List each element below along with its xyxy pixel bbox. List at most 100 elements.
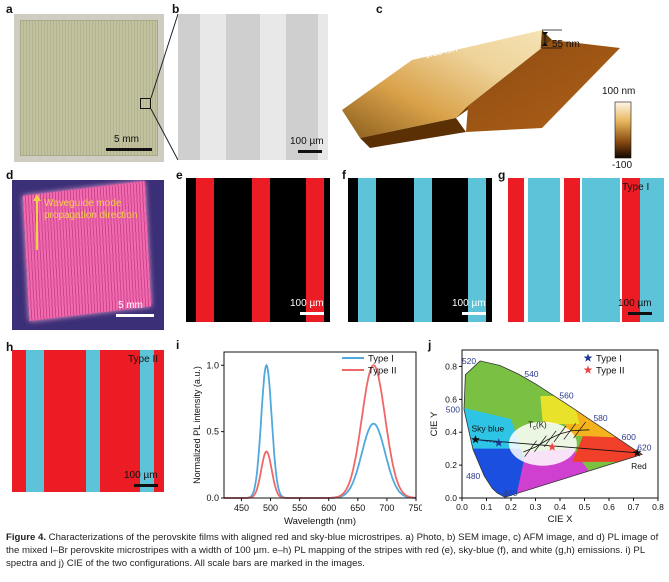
type-label-h: Type II	[128, 354, 159, 365]
x-tick-label: 650	[350, 503, 365, 513]
panel-label-e: e	[176, 168, 183, 182]
legend-star	[583, 365, 593, 374]
step-height-label: 55 nm	[552, 39, 580, 50]
type-label-g: Type I	[622, 182, 650, 193]
x-tick-label: 0.0	[456, 502, 468, 512]
series-line-type-ii	[224, 364, 416, 499]
x-tick-label: 450	[234, 503, 249, 513]
tie-line-type1	[475, 439, 499, 444]
wavelength-label: 540	[524, 369, 538, 379]
y-tick-label: 0.4	[445, 427, 457, 437]
legend-entry: Type I	[368, 354, 394, 365]
panel-label-b: b	[172, 2, 180, 16]
panel-c-afm: Roughness: 1.38 nm 55 nm 100 nm -100	[342, 29, 635, 170]
panel-label-a: a	[6, 2, 13, 16]
wavelength-label: 460	[503, 488, 517, 498]
panel-i-pl-spectra: 450 500 550 600 650 700 750 0.0 0.5 1.0 Wavelength…	[192, 351, 422, 527]
spectral-locus	[463, 360, 644, 498]
scale-bar-d	[116, 314, 154, 317]
x-tick-label: 0.6	[603, 502, 615, 512]
panel-j-cie: 0.0 0.1 0.2 0.3 0.4 0.5 0.6 0.7 0.8 0.0 0.2 0.4 0.6 0…	[429, 349, 664, 525]
scale-label-h: 100 µm	[124, 470, 158, 481]
scale-label-g: 100 µm	[618, 298, 652, 309]
x-axis-label: Wavelength (nm)	[284, 516, 356, 527]
cie-point-sky-blue	[471, 435, 480, 444]
arrow-text-2: propagation direction	[44, 210, 138, 221]
x-tick-label: 550	[292, 503, 307, 513]
scale-bar-f	[462, 312, 486, 315]
y-tick-label: 0.0	[206, 493, 219, 503]
panel-e-red-stripes: 100 µm	[186, 178, 330, 322]
panel-label-i: i	[176, 338, 180, 352]
panel-h-type2: Type II 100 µm	[12, 350, 164, 492]
wavelength-label: 500	[446, 405, 460, 415]
y-tick-label: 0.6	[445, 394, 457, 404]
afm-lower-plateau	[466, 40, 620, 132]
scale-label-d: 5 mm	[118, 300, 143, 311]
legend-entry: Type I	[596, 354, 622, 365]
panel-label-d: d	[6, 168, 14, 182]
zoom-box	[140, 98, 151, 109]
figure-caption: Figure 4. Characterizations of the perov…	[6, 531, 666, 570]
x-tick-label: 0.5	[579, 502, 591, 512]
panel-a-photo: 5 mm	[14, 14, 164, 162]
y-axis-label: Normalized PL intensity (a.u.)	[192, 366, 202, 484]
perovskite-film-photo	[20, 20, 158, 156]
panel-d-pl-image: Waveguide mode propagation direction 5 m…	[12, 180, 164, 330]
planckian-locus	[523, 429, 590, 453]
afm-step-wall	[456, 30, 552, 118]
panel-b-sem: 100 µm	[178, 14, 328, 160]
x-tick-label: 0.7	[628, 502, 640, 512]
colorbar-max: 100 nm	[602, 86, 635, 97]
y-tick-label: 0.2	[445, 460, 457, 470]
isotherm-line	[553, 425, 567, 443]
wavelength-label: 520	[462, 356, 476, 366]
point-label-red: Red	[631, 461, 647, 471]
x-tick-label: 500	[263, 503, 278, 513]
scale-bar-a	[106, 148, 152, 151]
panel-label-f: f	[342, 168, 346, 182]
zoom-connector-lines	[150, 13, 179, 161]
plot-frame	[223, 351, 417, 499]
isotherm-line	[534, 435, 547, 452]
panel-f-blue-stripes: 100 µm	[348, 178, 492, 322]
legend-star	[583, 353, 593, 362]
scale-label-f: 100 µm	[452, 298, 486, 309]
cie-point-type-i	[494, 438, 504, 447]
scale-bar-b	[298, 150, 322, 153]
isotherm-line	[543, 430, 557, 448]
point-label-sky-blue: Sky blue	[471, 424, 504, 434]
y-tick-label: 0.8	[445, 361, 457, 371]
isotherm-line	[524, 440, 537, 457]
afm-upper-plateau	[342, 30, 542, 138]
x-tick-label: 0.2	[505, 502, 517, 512]
y-tick-label: 0.5	[206, 427, 219, 437]
arrow-head-icon	[33, 194, 41, 201]
x-tick-label: 600	[321, 503, 336, 513]
afm-base-edge	[360, 118, 466, 148]
colorbar-min: -100	[612, 160, 632, 170]
afm-colorbar	[614, 101, 632, 159]
propagation-arrow	[36, 200, 38, 250]
panel-label-h: h	[6, 340, 14, 354]
isotherm-line	[573, 421, 586, 439]
cie-point-type-ii	[547, 442, 557, 451]
x-tick-label: 0.1	[481, 502, 493, 512]
scale-bar-e	[300, 312, 324, 315]
y-tick-label: 0.0	[445, 493, 457, 503]
scale-bar-g	[628, 312, 652, 315]
figure-number: Figure 4.	[6, 532, 46, 543]
panel-label-g: g	[498, 168, 506, 182]
x-tick-label: 700	[379, 503, 394, 513]
x-tick-label: 0.3	[530, 502, 542, 512]
cie-point-red	[632, 448, 642, 457]
panel-label-j: j	[428, 338, 432, 352]
panel-g-type1: Type I 100 µm	[508, 178, 664, 322]
cie-orange	[564, 399, 643, 439]
wavelength-label: 560	[559, 390, 573, 400]
wavelength-label: 480	[466, 471, 480, 481]
caption-text: Characterizations of the perovskite film…	[6, 532, 659, 569]
scale-label-b: 100 µm	[290, 136, 324, 147]
y-axis-label: CIE Y	[429, 411, 440, 436]
x-axis-label: CIE X	[548, 514, 573, 525]
